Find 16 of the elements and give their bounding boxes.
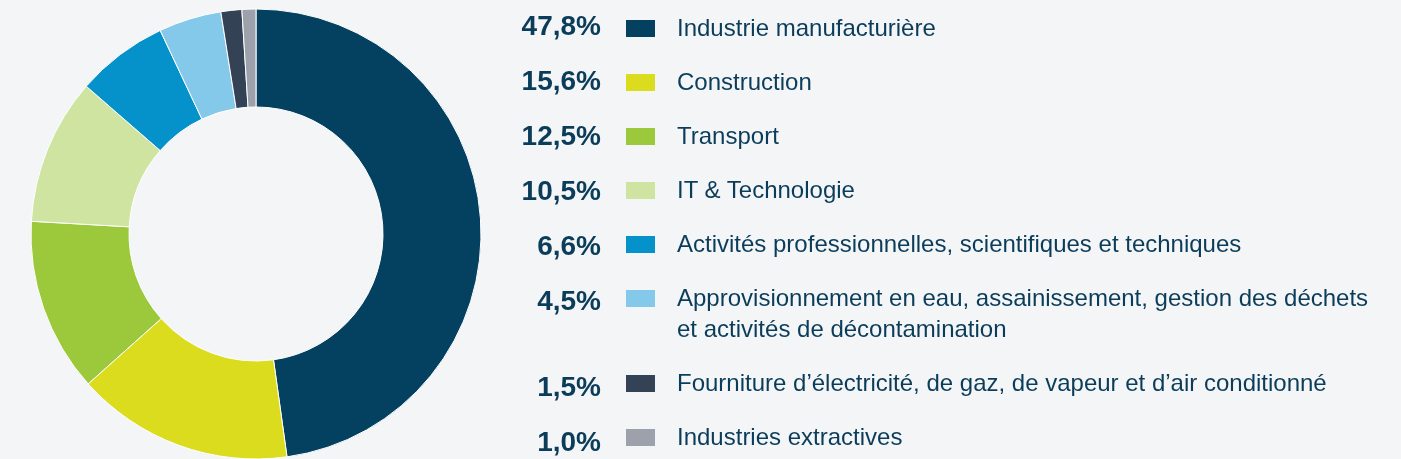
data-label: 10,5% <box>521 175 602 206</box>
data-label: 15,6% <box>521 65 602 96</box>
legend-label: Approvisionnement en eau, assainissement, gestion des déchets et activités de décontamination <box>677 283 1369 342</box>
data-label: 47,8% <box>521 10 602 41</box>
data-label: 12,5% <box>521 120 602 151</box>
data-label: 4,5% <box>537 285 602 316</box>
legend-label: Construction <box>677 67 812 95</box>
data-label: 6,6% <box>537 230 602 261</box>
legend-label: Activités professionnelles, scientifiques et techniques <box>677 229 1242 257</box>
legend-label: Transport <box>677 121 780 149</box>
legend-label: IT & Technologie <box>677 175 855 203</box>
legend-label: Industries extractives <box>677 422 903 450</box>
legend-label: Industrie manufacturière <box>677 13 936 41</box>
data-label: 1,0% <box>537 426 602 457</box>
legend-label: Fourniture d’électricité, de gaz, de vapeur et d’air conditionné <box>677 368 1327 396</box>
data-label: 1,5% <box>537 371 602 402</box>
